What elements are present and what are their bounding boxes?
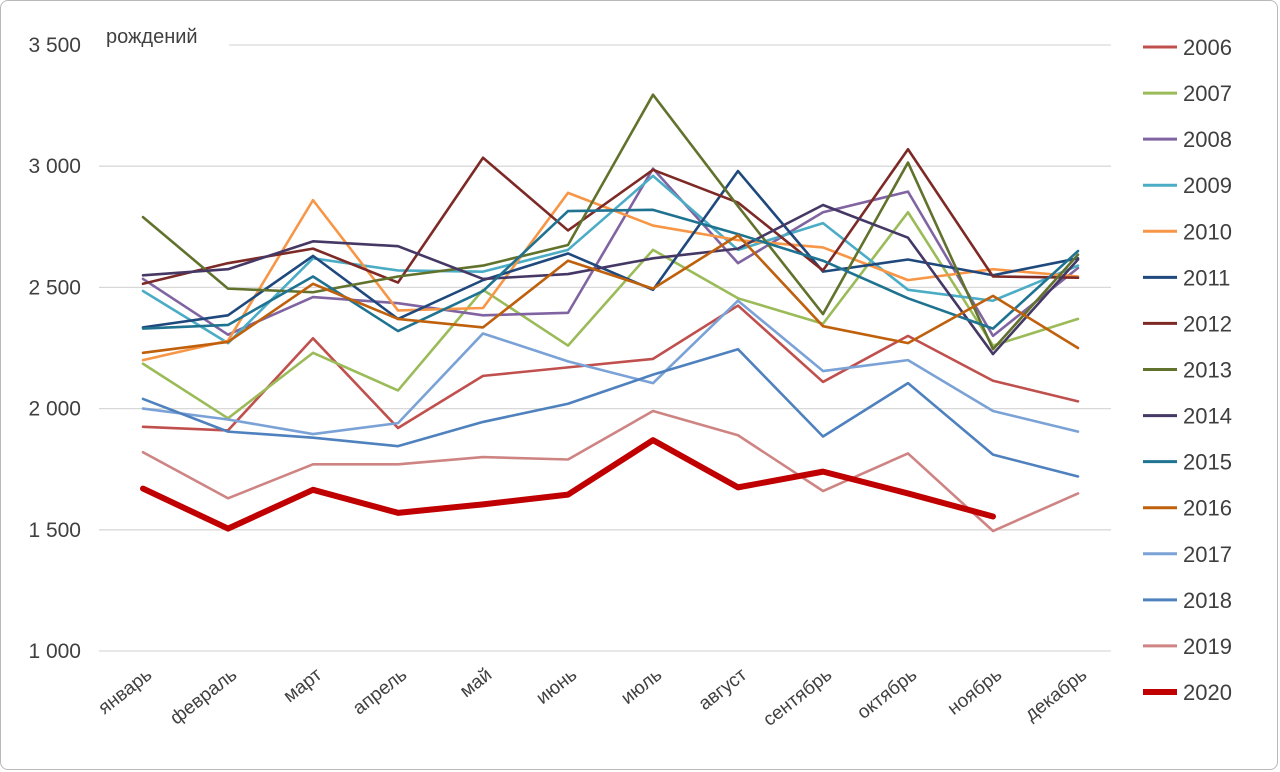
- x-tick-label-январь: январь: [95, 664, 157, 719]
- series-line-2014: [141, 203, 1080, 356]
- legend-label-2014: 2014: [1183, 404, 1232, 429]
- x-tick-label-сентябрь: сентябрь: [759, 664, 836, 730]
- y-axis-title: рождений: [106, 26, 198, 48]
- series-line-2011: [141, 169, 1080, 329]
- legend-label-2019: 2019: [1183, 634, 1232, 659]
- y-tick-label-1500: 1 500: [28, 519, 81, 542]
- legend-label-2006: 2006: [1183, 35, 1232, 60]
- legend-label-2017: 2017: [1183, 542, 1232, 567]
- y-tick-label-3000: 3 000: [28, 155, 81, 178]
- legend-label-2012: 2012: [1183, 311, 1232, 336]
- legend-label-2015: 2015: [1183, 450, 1232, 475]
- y-tick-label-1000: 1 000: [28, 640, 81, 663]
- x-tick-label-август: август: [695, 664, 752, 715]
- series-line-2018: [141, 347, 1080, 478]
- legend-label-2008: 2008: [1183, 127, 1232, 152]
- series-line-2015: [141, 208, 1080, 333]
- series-line-2008: [141, 167, 1080, 338]
- legend-label-2018: 2018: [1183, 588, 1232, 613]
- series-line-2019: [141, 409, 1080, 533]
- x-tick-label-декабрь: декабрь: [1021, 664, 1091, 725]
- series-line-2009: [141, 174, 1080, 345]
- legend-label-2016: 2016: [1183, 496, 1232, 521]
- legend-label-2020: 2020: [1183, 680, 1232, 705]
- x-tick-label-июнь: июнь: [532, 664, 581, 708]
- y-tick-label-2000: 2 000: [28, 398, 81, 421]
- legend-label-2011: 2011: [1183, 265, 1230, 290]
- x-tick-label-март: март: [280, 664, 327, 707]
- series-line-2012: [141, 147, 1080, 286]
- legend-label-2013: 2013: [1183, 358, 1232, 383]
- y-tick-label-2500: 2 500: [28, 276, 81, 299]
- series-line-2007: [141, 210, 1080, 420]
- x-tick-label-май: май: [456, 664, 496, 702]
- x-tick-label-февраль: февраль: [166, 664, 241, 729]
- series-line-2006: [141, 304, 1080, 432]
- x-tick-label-ноябрь: ноябрь: [944, 664, 1006, 719]
- series-line-2016: [141, 233, 1080, 355]
- legend-label-2009: 2009: [1183, 173, 1232, 198]
- legend-label-2010: 2010: [1183, 219, 1232, 244]
- x-tick-label-октябрь: октябрь: [853, 664, 921, 723]
- legend-label-2007: 2007: [1183, 81, 1232, 106]
- series-line-2020: [140, 437, 996, 532]
- x-tick-label-июль: июль: [617, 664, 666, 709]
- y-tick-label-3500: 3 500: [28, 34, 81, 57]
- x-tick-label-апрель: апрель: [349, 664, 411, 719]
- series-line-2017: [141, 299, 1080, 436]
- series-line-2013: [141, 93, 1080, 351]
